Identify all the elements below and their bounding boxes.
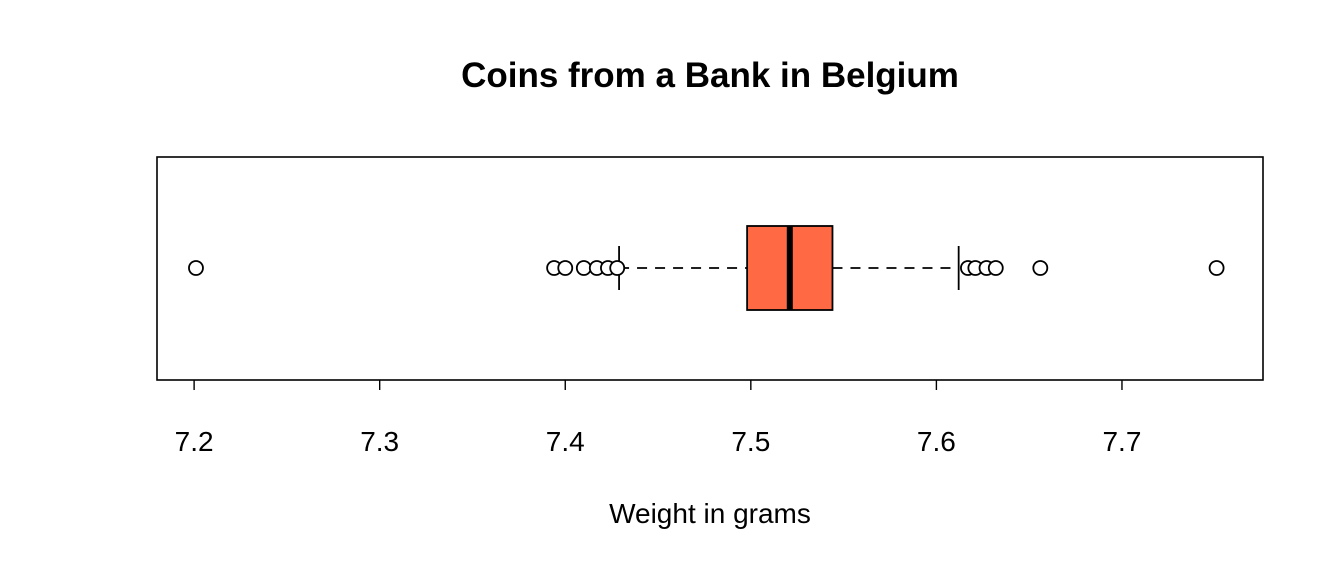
x-axis-label: Weight in grams xyxy=(609,498,811,529)
x-tick-label: 7.7 xyxy=(1102,426,1141,457)
outlier-point xyxy=(575,260,592,276)
box-group xyxy=(618,225,960,311)
plot-frame xyxy=(156,156,1264,381)
x-tick-label: 7.4 xyxy=(546,426,585,457)
outlier-point xyxy=(609,260,626,276)
x-tick-label: 7.2 xyxy=(175,426,214,457)
x-tick-label: 7.6 xyxy=(917,426,956,457)
outlier-point xyxy=(987,260,1004,276)
outlier-group xyxy=(188,260,1225,276)
outlier-point xyxy=(1208,260,1225,276)
outlier-point xyxy=(188,260,204,276)
chart-title: Coins from a Bank in Belgium xyxy=(461,56,959,95)
x-axis: 7.2 7.3 7.4 7.5 7.6 7.7 xyxy=(175,380,1141,457)
outlier-point xyxy=(1032,260,1049,276)
outlier-point xyxy=(557,260,574,276)
x-tick-label: 7.3 xyxy=(360,426,399,457)
x-tick-label: 7.5 xyxy=(731,426,770,457)
